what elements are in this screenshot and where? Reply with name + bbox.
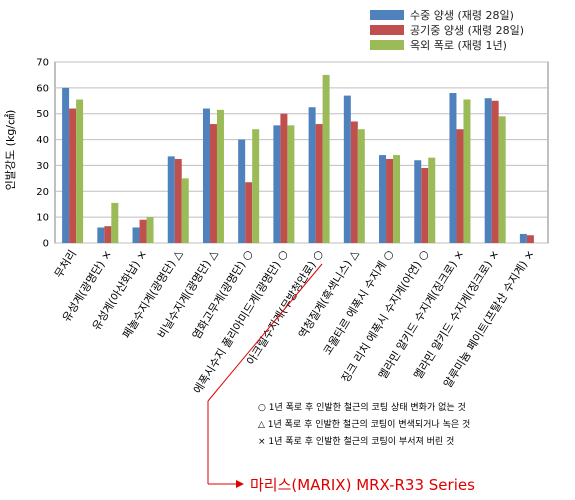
- bar: [252, 129, 260, 243]
- bar: [245, 182, 253, 243]
- legend: 수중 양생 (재령 28일)공기중 양생 (재령 28일) 옥외 폭로 (재령 1…: [370, 8, 524, 52]
- bar: [449, 93, 457, 244]
- bar: [498, 116, 506, 243]
- legend-label: 옥외 폭로 (재령 1년): [410, 39, 507, 52]
- bar: [350, 121, 358, 243]
- bar: [62, 87, 70, 243]
- note-triangle: △ 1년 폭로 후 인발한 철근의 코팅이 변색되거나 녹은 것: [258, 419, 470, 430]
- bar: [167, 156, 175, 243]
- grid-lines: [54, 61, 549, 244]
- legend-swatch: [370, 25, 404, 35]
- y-tick-label: 60: [36, 83, 49, 94]
- bar: [146, 217, 154, 243]
- bar: [343, 95, 351, 243]
- y-tick-label: 50: [36, 109, 49, 120]
- bar: [111, 202, 119, 243]
- y-tick-label: 20: [36, 187, 49, 198]
- legend-label: 수중 양생 (재령 28일): [410, 8, 514, 22]
- x-tick-label: 무처리: [52, 248, 79, 281]
- x-tick-label: 역청질계(흑색니스) △: [295, 247, 361, 341]
- bar: [97, 227, 105, 243]
- bar: [379, 155, 387, 243]
- bar: [519, 233, 527, 243]
- bar: [287, 125, 295, 243]
- bar: [357, 129, 365, 243]
- bar: [428, 157, 436, 243]
- marix-callout: 마리스(MARIX) MRX-R33 Series: [250, 476, 475, 494]
- bar: [421, 168, 429, 243]
- bar: [456, 129, 464, 243]
- legend-swatch: [370, 40, 404, 50]
- callout-arrow: [207, 263, 323, 488]
- plot-area: [54, 61, 549, 244]
- bar: [484, 98, 492, 243]
- bar: [308, 107, 316, 243]
- bar: [174, 158, 182, 243]
- bar: [209, 124, 217, 243]
- y-axis-label: 인발강도 (kg/㎠): [4, 110, 17, 191]
- y-tick-label: 0: [43, 239, 49, 250]
- y-tick-label: 40: [36, 135, 49, 146]
- x-tick-label: 코올타르 에폭시 수지계 ○: [321, 248, 396, 358]
- bar: [104, 226, 112, 243]
- bars: [62, 74, 534, 244]
- bar: [238, 139, 246, 243]
- bar: [216, 109, 224, 243]
- bar: [69, 108, 77, 244]
- y-tick-label: 30: [36, 161, 49, 172]
- bar: [526, 235, 534, 243]
- bar: [315, 124, 323, 243]
- bar: [393, 155, 401, 243]
- note-circle: ○ 1년 폭로 후 인발한 철근의 코팅 상태 변화가 없는 것: [258, 402, 466, 413]
- bar: [132, 227, 140, 243]
- bar: [414, 160, 422, 243]
- bar: [280, 113, 288, 243]
- bar: [76, 99, 84, 243]
- y-axis-ticks: 0 10 20 30 40 50 60 70: [36, 58, 49, 250]
- note-cross: × 1년 폭로 후 인발한 철근의 코팅이 부서져 버린 것: [258, 436, 454, 447]
- y-tick-label: 10: [36, 213, 49, 224]
- bar: [322, 74, 330, 243]
- bar: [491, 100, 499, 244]
- y-tick-label: 70: [36, 58, 49, 69]
- legend-swatch: [370, 10, 404, 20]
- legend-label: 공기중 양생 (재령 28일): [410, 23, 524, 37]
- bar: [181, 178, 189, 243]
- bar: [139, 219, 147, 243]
- bar: [463, 99, 471, 243]
- bar: [273, 125, 281, 243]
- bar: [202, 108, 210, 244]
- bar: [386, 158, 394, 243]
